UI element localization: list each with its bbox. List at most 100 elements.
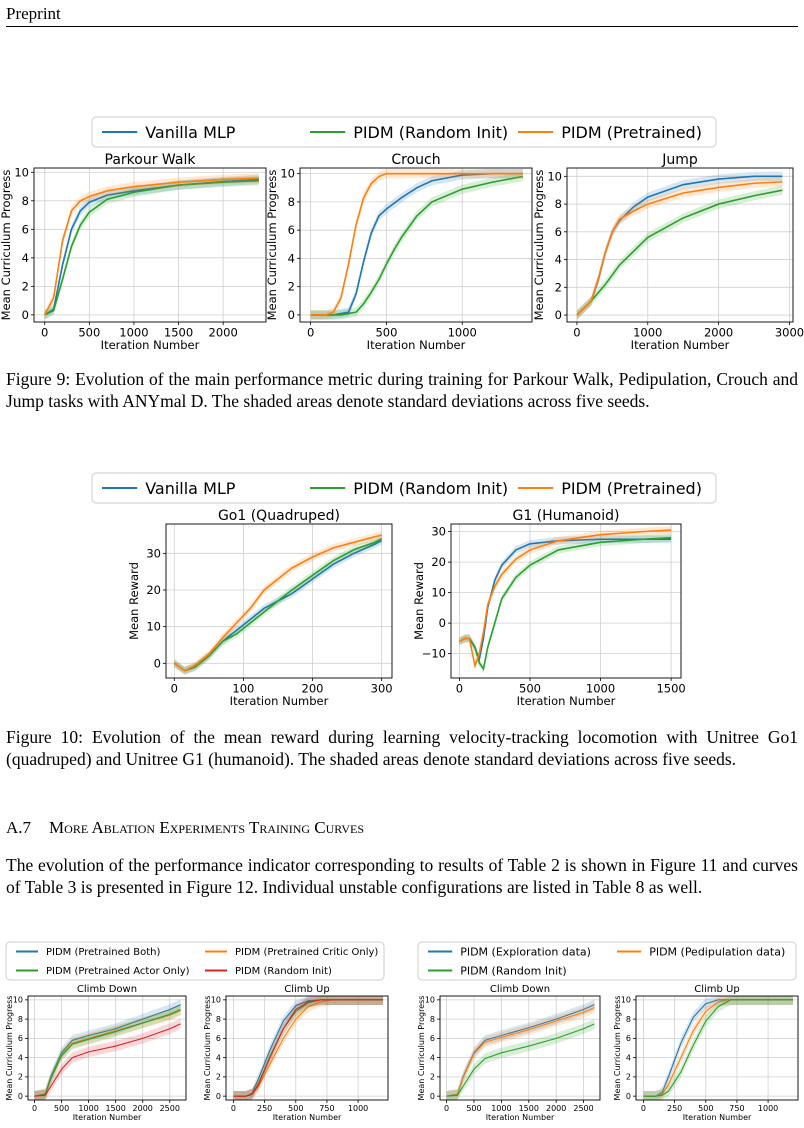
y-axis-label: Mean Curriculum Progress [417, 996, 426, 1101]
y-tick-label: 6 [626, 1034, 631, 1043]
y-tick-label: 0 [288, 308, 295, 322]
x-tick-label: 0 [171, 682, 178, 696]
panel-title: Parkour Walk [105, 152, 197, 168]
series-band [310, 171, 523, 320]
axes-frame [33, 167, 267, 323]
legend-box [91, 116, 717, 148]
y-tick-label: 10 [14, 165, 29, 179]
y-tick-label: 10 [13, 996, 23, 1005]
x-tick-label: 0 [444, 1104, 449, 1113]
x-tick-label: 750 [729, 1104, 744, 1113]
series-line [310, 172, 523, 316]
series-band [44, 174, 259, 320]
series-line [310, 175, 524, 316]
y-tick-label: 10 [431, 586, 446, 600]
series-band [34, 1018, 181, 1100]
series-line [43, 177, 259, 316]
legend-label: PIDM (Random Init) [353, 123, 508, 142]
y-tick-label: 6 [18, 1034, 23, 1043]
running-header: Preprint [6, 4, 61, 23]
x-tick-label: 0 [41, 326, 48, 340]
section-title: More Ablation Experiments Training Curve… [49, 818, 364, 837]
y-axis-label: Mean Reward [412, 562, 426, 640]
body-paragraph: The evolution of the performance indicat… [6, 855, 798, 897]
panel-title: Climb Up [284, 984, 329, 995]
y-tick-label: 2 [288, 280, 295, 294]
panel-title: G1 (Humanoid) [513, 508, 620, 524]
series-line [576, 181, 783, 316]
y-tick-label: 2 [430, 1073, 435, 1082]
y-tick-label: 0 [216, 1092, 221, 1101]
axes-frame [635, 995, 799, 1101]
y-tick-label: 6 [430, 1034, 435, 1043]
y-axis-label: Mean Curriculum Progress [5, 996, 14, 1101]
x-tick-label: 1000 [78, 1104, 98, 1113]
x-axis-label: Iteration Number [631, 338, 730, 352]
y-axis-label: Mean Reward [127, 562, 141, 640]
legend-label: Vanilla MLP [145, 123, 236, 142]
y-tick-label: 8 [626, 1015, 631, 1024]
x-tick-label: 1000 [758, 1104, 778, 1113]
series-line [233, 999, 384, 1097]
y-tick-label: 4 [216, 1053, 221, 1062]
legend-label: Vanilla MLP [145, 479, 236, 498]
y-tick-label: 10 [547, 169, 562, 183]
x-axis-label: Iteration Number [101, 338, 200, 352]
legend-label: PIDM (Pretrained) [561, 123, 702, 142]
axes-frame [566, 167, 794, 323]
y-tick-label: 0 [439, 616, 446, 630]
series-line [459, 529, 672, 669]
x-tick-label: 1500 [164, 326, 193, 340]
x-tick-label: 2000 [209, 326, 238, 340]
y-tick-label: 8 [18, 1015, 23, 1024]
y-tick-label: 6 [288, 223, 295, 237]
panel-title: Climb Up [694, 984, 739, 995]
figure-10-caption: Figure 10: Evolution of the mean reward … [6, 727, 798, 769]
y-tick-label: 0 [154, 656, 161, 670]
x-axis-label: Iteration Number [486, 1113, 555, 1122]
axes-frame [225, 995, 389, 1101]
x-tick-label: 500 [54, 1104, 69, 1113]
legend-box [91, 472, 717, 504]
legend-label: PIDM (Pedipulation data) [649, 945, 785, 958]
legend-box [5, 941, 385, 981]
y-tick-label: 10 [211, 996, 221, 1005]
legend-label: PIDM (Pretrained Actor Only) [46, 966, 190, 977]
y-axis-label: Mean Curriculum Progress [203, 996, 212, 1101]
y-tick-label: −10 [422, 647, 446, 661]
series-line [34, 1023, 181, 1097]
y-tick-label: 4 [288, 251, 295, 265]
series-band [44, 176, 259, 320]
y-tick-label: 10 [146, 620, 161, 634]
series-line [34, 1008, 181, 1097]
series-band [34, 1004, 181, 1100]
x-tick-label: 2500 [160, 1104, 180, 1113]
y-tick-label: 2 [555, 280, 562, 294]
series-line [643, 999, 794, 1097]
section-number: A.7 [6, 818, 32, 837]
x-tick-label: 500 [466, 1104, 481, 1113]
x-axis-label: Iteration Number [230, 694, 329, 708]
x-tick-label: 500 [375, 326, 397, 340]
axes-frame [27, 995, 187, 1101]
y-tick-label: 4 [626, 1053, 631, 1062]
series-band [44, 173, 259, 320]
header-rule [6, 26, 798, 27]
series-line [459, 536, 672, 671]
legend-label: PIDM (Pretrained Both) [46, 947, 160, 958]
x-tick-label: 500 [519, 682, 541, 696]
y-tick-label: 4 [18, 1053, 23, 1062]
y-tick-label: 0 [18, 1092, 23, 1101]
panel-title: Climb Down [490, 984, 550, 995]
y-tick-label: 2 [18, 1073, 23, 1082]
x-axis-label: Iteration Number [273, 1113, 342, 1122]
x-tick-label: 0 [307, 326, 314, 340]
x-tick-label: 1000 [586, 682, 615, 696]
x-tick-label: 2500 [573, 1104, 593, 1113]
y-tick-label: 30 [431, 525, 446, 539]
y-axis-label: Mean Curriculum Progress [613, 996, 622, 1101]
x-tick-label: 2000 [704, 326, 733, 340]
x-tick-label: 2000 [133, 1104, 153, 1113]
series-line [576, 189, 783, 316]
figure-11-plot: PIDM (Pretrained Both) PIDM (Pretrained C… [5, 941, 799, 1122]
